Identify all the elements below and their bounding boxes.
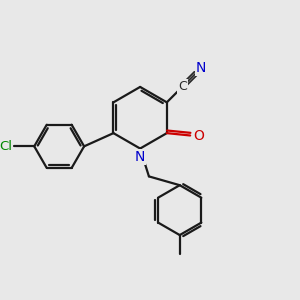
Text: N: N bbox=[196, 61, 206, 75]
Text: C: C bbox=[178, 80, 187, 93]
Text: Cl: Cl bbox=[0, 140, 12, 153]
Text: N: N bbox=[135, 150, 145, 164]
Text: O: O bbox=[193, 129, 204, 143]
